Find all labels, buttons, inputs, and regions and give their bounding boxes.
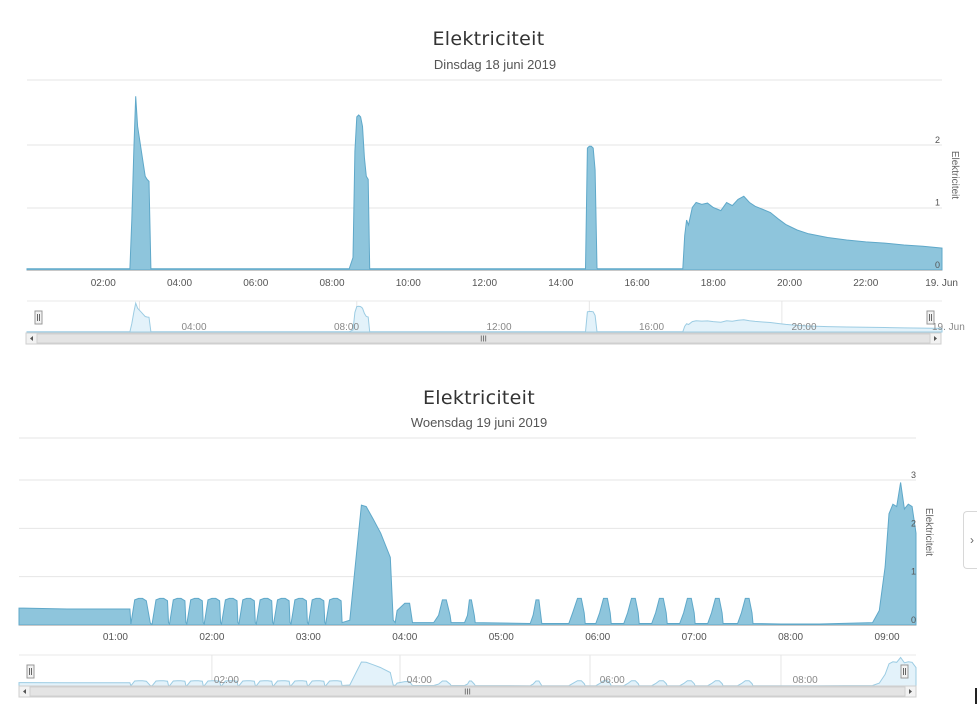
scroll-left-arrow-icon[interactable] [30,336,33,341]
navigator-label: 12:00 [487,322,512,333]
y-tick-label: 1 [911,567,916,577]
y-tick-label: 3 [911,470,916,480]
chart-subtitle: Dinsdag 18 juni 2019 [433,57,557,72]
scrollbar-thumb[interactable] [36,333,931,344]
x-tick-label: 09:00 [875,632,900,643]
x-tick-label: 02:00 [91,278,116,289]
edge-marker [975,688,977,704]
navigator-handle-right[interactable] [900,664,909,679]
navigator-label: 20:00 [792,322,817,333]
navigator-label: 19. Jun [932,322,965,333]
x-tick-label: 16:00 [624,278,649,289]
y-tick-label: 2 [935,135,940,145]
y-tick-label: 0 [935,260,940,270]
scroll-right-arrow-icon[interactable] [934,336,937,341]
navigator-handle-left[interactable] [34,310,43,325]
chevron-right-icon[interactable]: › [963,511,977,569]
navigator-handle-right[interactable] [926,310,935,325]
x-tick-label: 22:00 [853,278,878,289]
y-tick-label: 0 [911,615,916,625]
y-tick-label: 1 [935,198,940,208]
y-tick-label: 2 [911,518,916,528]
navigator-label: 08:00 [334,322,359,333]
y-axis-label: Elektriciteit [923,508,934,557]
y-axis-label: Elektriciteit [949,151,960,200]
navigator-label: 02:00 [214,675,239,686]
navigator-label: 08:00 [793,675,818,686]
navigator-handle-body[interactable] [900,664,909,679]
x-tick-label: 08:00 [319,278,344,289]
navigator-handle-body[interactable] [26,664,35,679]
scroll-left-arrow-icon[interactable] [23,689,26,694]
navigator-handle-left[interactable] [26,664,35,679]
x-tick-label: 06:00 [585,632,610,643]
series-area [26,96,943,271]
scrollbar-thumb[interactable] [29,686,906,697]
x-tick-label: 18:00 [701,278,726,289]
x-tick-label: 19. Jun [925,278,958,289]
navigator-series [26,301,943,333]
navigator-series [18,656,917,687]
x-tick-label: 02:00 [199,632,224,643]
x-tick-label: 06:00 [243,278,268,289]
navigator-label: 06:00 [600,675,625,686]
scrollbar-grip: III [480,335,487,344]
navigator-label: 16:00 [639,322,664,333]
chart-title: Elektriciteit [432,28,545,50]
x-tick-label: 10:00 [396,278,421,289]
x-tick-label: 05:00 [489,632,514,643]
scroll-right-arrow-icon[interactable] [909,689,912,694]
navigator-label: 04:00 [407,675,432,686]
x-tick-label: 01:00 [103,632,128,643]
chart-plot: 02:00 04:00 06:00 08:00 10:00 12:00 14:00 16:00… [25,79,965,345]
x-tick-label: 04:00 [167,278,192,289]
series-area [18,482,917,626]
x-tick-label: 04:00 [392,632,417,643]
x-tick-label: 07:00 [682,632,707,643]
scrollbar-grip: III [464,688,471,697]
navigator-handle-body[interactable] [926,310,935,325]
chart-subtitle: Woensdag 19 juni 2019 [410,415,548,430]
x-tick-label: 03:00 [296,632,321,643]
chart-title: Elektriciteit [422,387,535,409]
x-tick-label: 08:00 [778,632,803,643]
navigator-label: 04:00 [182,322,207,333]
x-tick-label: 12:00 [472,278,497,289]
x-tick-label: 20:00 [777,278,802,289]
x-tick-label: 14:00 [548,278,573,289]
navigator-handle-body[interactable] [34,310,43,325]
